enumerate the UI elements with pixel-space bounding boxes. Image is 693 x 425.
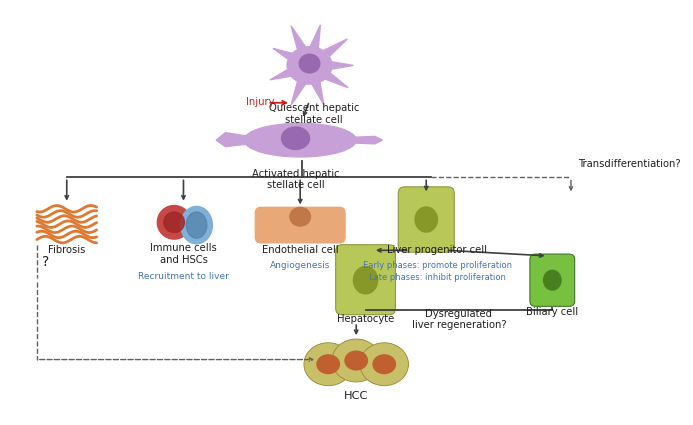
Ellipse shape [317,355,340,374]
Ellipse shape [164,212,184,232]
Text: Liver progenitor cell: Liver progenitor cell [387,245,487,255]
Text: Endothelial cell: Endothelial cell [262,245,338,255]
Ellipse shape [332,339,380,382]
Text: Biliary cell: Biliary cell [526,307,579,317]
FancyBboxPatch shape [530,254,574,306]
Text: Injury: Injury [246,97,274,107]
Polygon shape [273,48,313,72]
Text: Transdifferentiation?: Transdifferentiation? [579,159,681,170]
Polygon shape [303,63,324,105]
Polygon shape [270,58,312,80]
Ellipse shape [244,123,356,157]
Polygon shape [351,136,383,144]
Text: Activated hepatic
stellate cell: Activated hepatic stellate cell [252,169,340,190]
Ellipse shape [181,207,213,244]
Polygon shape [305,39,347,71]
Text: Fibrosis: Fibrosis [48,245,85,255]
Ellipse shape [287,47,332,84]
Ellipse shape [157,206,191,239]
Ellipse shape [373,355,396,374]
Text: Early phases: promote proliferation: Early phases: promote proliferation [363,261,512,270]
Polygon shape [302,25,320,68]
Text: Late phases: inhibit proliferation: Late phases: inhibit proliferation [369,273,506,282]
Text: Immune cells
and HSCs: Immune cells and HSCs [150,243,217,265]
Ellipse shape [415,207,437,232]
Polygon shape [291,26,316,68]
Ellipse shape [304,343,353,386]
Text: Quiescent hepatic
stellate cell: Quiescent hepatic stellate cell [269,103,360,125]
Text: Dysregulated
liver regeneration?: Dysregulated liver regeneration? [412,309,506,330]
FancyBboxPatch shape [255,207,345,243]
Ellipse shape [281,127,310,150]
Ellipse shape [186,212,207,238]
Polygon shape [306,59,348,88]
Ellipse shape [290,207,310,226]
Text: Hepatocyte: Hepatocyte [337,314,394,324]
Text: Angiogenesis: Angiogenesis [270,261,331,270]
Text: Recruitment to liver: Recruitment to liver [138,272,229,281]
Polygon shape [310,58,353,73]
Text: HCC: HCC [344,391,369,401]
Polygon shape [291,62,316,105]
Ellipse shape [299,54,319,73]
Ellipse shape [353,266,378,294]
Ellipse shape [345,351,367,370]
FancyBboxPatch shape [335,245,396,315]
Ellipse shape [543,270,561,290]
FancyBboxPatch shape [398,187,454,252]
Ellipse shape [360,343,408,386]
Polygon shape [216,133,249,147]
Text: ?: ? [42,255,49,269]
